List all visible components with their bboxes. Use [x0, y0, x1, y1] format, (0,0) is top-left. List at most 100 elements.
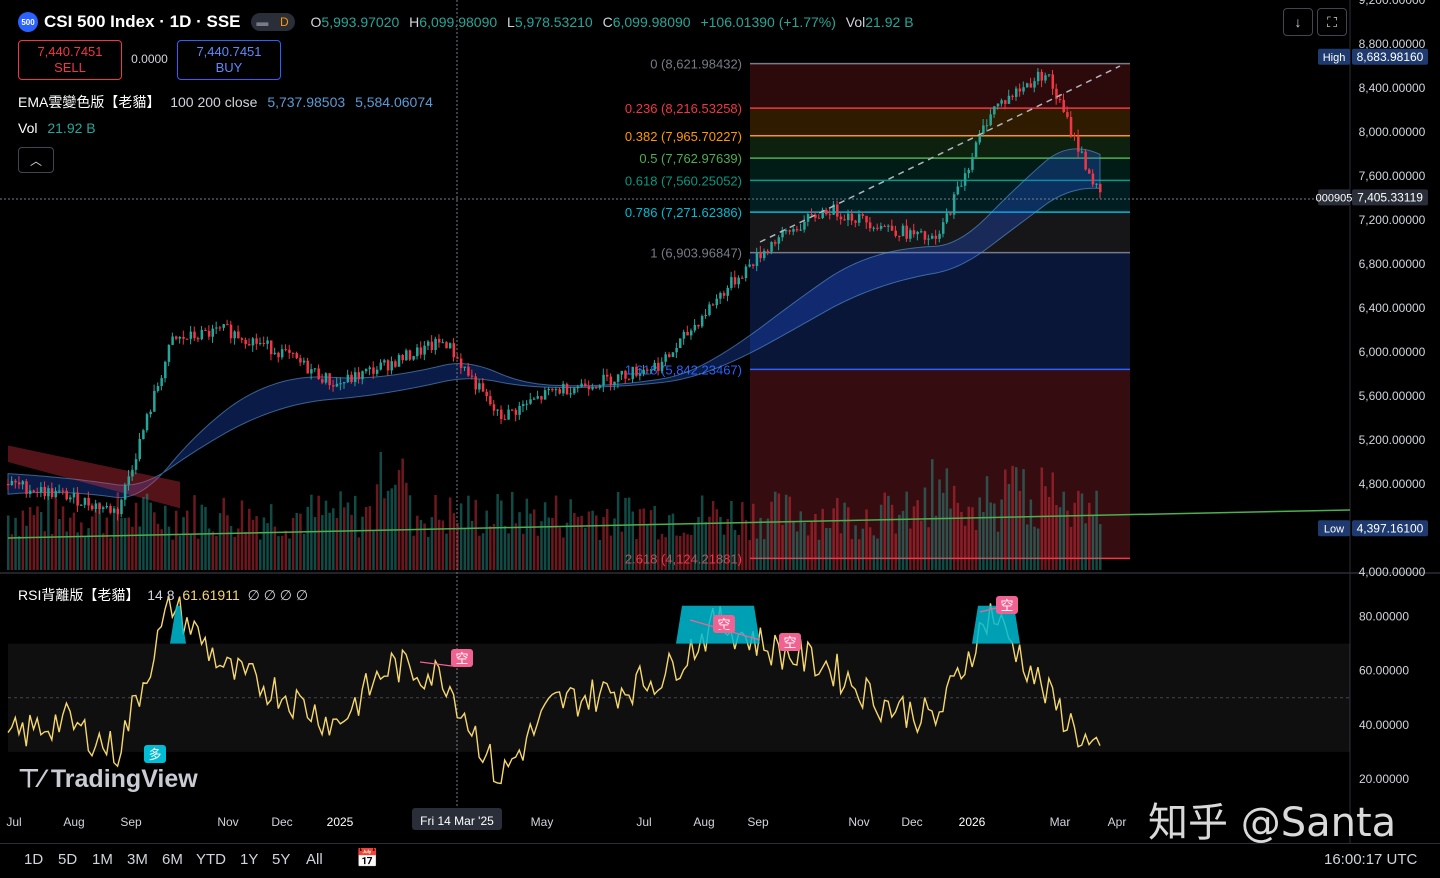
volume-bar: [609, 535, 613, 570]
candle-body: [905, 225, 908, 239]
volume-bar: [857, 539, 861, 570]
market-status-pill[interactable]: ▬ D: [250, 13, 295, 31]
volume-bar: [1077, 490, 1080, 570]
candle-body: [302, 360, 306, 363]
volume-bar: [956, 502, 960, 570]
volume-bar: [909, 528, 912, 570]
volume-legend[interactable]: Vol 21.92 B: [18, 120, 96, 136]
volume-bar: [459, 503, 463, 570]
volume-bar: [1022, 469, 1025, 570]
candle-body: [507, 409, 510, 420]
fib-level-label: 0.5 (7,762.97639): [639, 151, 742, 166]
volume-bar: [218, 513, 222, 570]
volume-bar: [770, 501, 773, 570]
volume-bar: [419, 519, 423, 570]
candle-body: [237, 331, 240, 339]
vol-label: Vol: [845, 14, 866, 30]
volume-bar: [514, 523, 518, 570]
volume-bar: [244, 531, 247, 570]
time-axis-label: Jul: [6, 815, 21, 829]
low-value: 5,978.53210: [514, 14, 593, 30]
volume-bar: [744, 520, 748, 570]
volume-bar: [233, 536, 236, 570]
volume-bar: [1084, 523, 1087, 570]
volume-bar: [43, 531, 47, 570]
volume-bar: [149, 502, 152, 570]
rsi-legend[interactable]: RSI背離版【老貓】 14 8 61.61911 ∅ ∅ ∅ ∅: [18, 585, 308, 605]
candle-body: [956, 186, 960, 195]
ema-legend[interactable]: EMA雲變色版【老貓】 100 200 close 5,737.98503 5,…: [18, 92, 433, 112]
candle-body: [222, 324, 225, 328]
candle-body: [259, 343, 262, 345]
volume-bar: [401, 458, 404, 570]
volume-bar: [1033, 526, 1036, 570]
timeframe-6m-button[interactable]: 6M: [162, 851, 183, 868]
candle-body: [1051, 74, 1055, 89]
candle-body: [901, 225, 905, 237]
candle-body: [489, 396, 492, 405]
timeframe-1y-button[interactable]: 1Y: [240, 851, 259, 868]
volume-bar: [664, 537, 667, 570]
volume-bar: [934, 515, 938, 570]
candle-body: [405, 350, 408, 361]
candle-body: [726, 287, 729, 296]
volume-bar: [379, 452, 383, 570]
candle-body: [248, 344, 251, 346]
fullscreen-icon[interactable]: ⛶: [1317, 8, 1347, 36]
volume-bar: [938, 479, 941, 570]
volume-bar: [251, 519, 255, 570]
volume-bar: [463, 528, 467, 570]
time-axis-label: Aug: [63, 815, 84, 829]
calendar-icon[interactable]: 📅: [356, 848, 379, 868]
sell-button[interactable]: 7,440.7451 SELL: [18, 40, 122, 80]
volume-bar: [974, 530, 978, 570]
volume-bar: [722, 534, 726, 570]
volume-bar: [481, 533, 485, 570]
volume-bar: [529, 513, 532, 570]
timeframe-3m-button[interactable]: 3M: [127, 851, 148, 868]
collapse-legend-button[interactable]: ︿: [18, 147, 54, 173]
candle-body: [803, 221, 806, 230]
candle-body: [324, 373, 328, 383]
candle-body: [474, 376, 477, 390]
candle-body: [430, 341, 434, 350]
volume-bar: [1058, 507, 1062, 570]
volume-bar: [123, 518, 127, 570]
volume-bar: [408, 495, 412, 570]
candle-body: [240, 338, 244, 340]
timeframe-ytd-button[interactable]: YTD: [196, 851, 226, 868]
candle-body: [427, 341, 430, 346]
volume-bar: [160, 529, 163, 570]
candle-body: [328, 373, 331, 386]
download-icon[interactable]: ↓: [1283, 8, 1313, 36]
timeframe-5d-button[interactable]: 5D: [58, 851, 78, 868]
buy-button[interactable]: 7,440.7451 BUY: [177, 40, 281, 80]
ema-params: 100 200 close: [170, 94, 258, 110]
candle-body: [164, 361, 167, 379]
timeframe-5y-button[interactable]: 5Y: [272, 851, 291, 868]
timeframe-all-button[interactable]: All: [306, 851, 323, 868]
candle-body: [675, 348, 678, 353]
time-axis-label: Dec: [901, 815, 922, 829]
symbol-title[interactable]: CSI 500 Index · 1D · SSE: [44, 12, 241, 31]
candle-body: [616, 374, 620, 382]
clock[interactable]: 16:00:17 UTC: [1324, 851, 1418, 868]
timeframe-1m-button[interactable]: 1M: [92, 851, 113, 868]
volume-bar: [748, 539, 751, 570]
volume-bar: [719, 516, 722, 570]
candle-body: [565, 383, 569, 395]
candle-body: [686, 331, 689, 336]
volume-bar: [660, 533, 664, 570]
volume-bar: [708, 516, 711, 570]
candle-body: [642, 369, 645, 375]
candle-body: [887, 225, 890, 227]
timeframe-1d-button[interactable]: 1D: [24, 851, 44, 868]
candle-body: [1029, 83, 1033, 88]
candle-body: [14, 480, 17, 483]
close-label: C: [602, 14, 613, 30]
volume-bar: [777, 493, 781, 570]
volume-bar: [883, 492, 887, 570]
candle-body: [383, 360, 386, 363]
volume-bar: [865, 509, 868, 570]
